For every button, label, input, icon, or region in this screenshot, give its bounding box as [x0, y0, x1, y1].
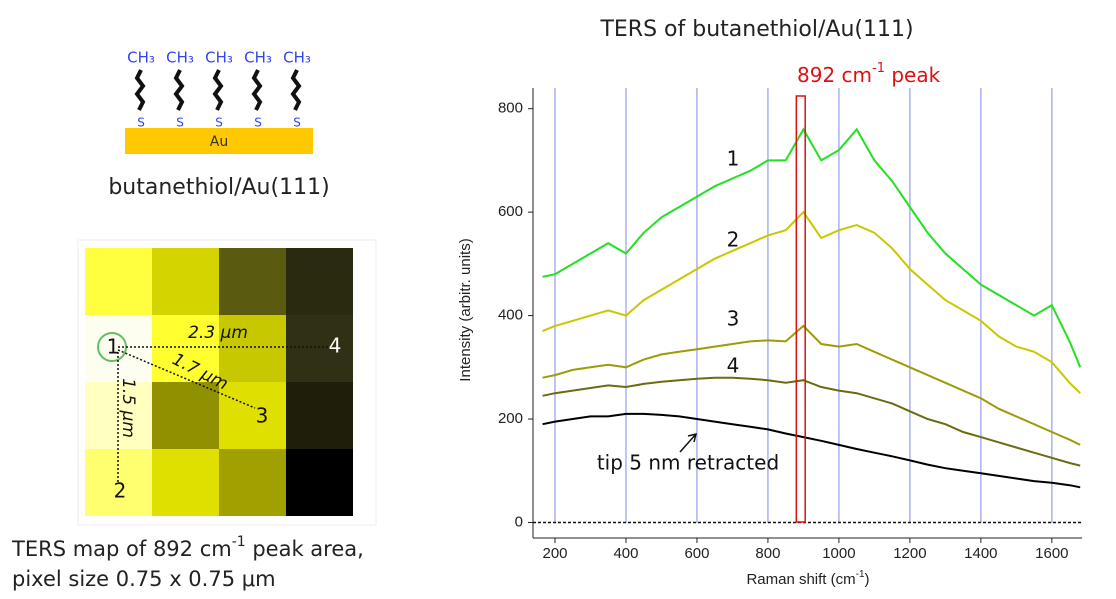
y-tick-label: 800 — [498, 100, 523, 117]
map-cell — [219, 248, 286, 315]
map-cell — [286, 315, 353, 382]
x-tick-label: 1200 — [893, 545, 926, 562]
label-text: ) — [865, 571, 870, 588]
anchor-label: S — [293, 116, 301, 130]
label-text: Raman shift (cm — [746, 571, 855, 588]
chain — [293, 70, 299, 110]
group-label: CH₃ — [283, 49, 311, 67]
group-label: CH₃ — [244, 49, 272, 67]
point-label: 4 — [329, 334, 342, 358]
highlight-label: 892 cm-1 peak — [797, 61, 941, 87]
anchor-label: S — [254, 116, 262, 130]
highlight-label-part: -1 — [872, 61, 885, 76]
x-tick-label: 1600 — [1035, 545, 1068, 562]
x-tick-label: 400 — [613, 545, 638, 562]
series-label: 3 — [727, 307, 740, 331]
caption-sup: -1 — [232, 534, 246, 550]
molecule-caption: butanethiol/Au(111) — [108, 175, 329, 200]
x-tick-label: 1400 — [964, 545, 997, 562]
point-label: 2 — [114, 479, 127, 503]
y-tick-label: 200 — [498, 410, 523, 427]
series-label: 1 — [727, 147, 740, 171]
map-caption: TERS map of 892 cm-1 peak area, — [11, 534, 364, 561]
map-cell — [286, 248, 353, 315]
chain — [137, 70, 143, 110]
map: 12342.3 μm1.7 μm1.5 μm — [85, 248, 353, 516]
map-cell — [219, 449, 286, 516]
distance-label: 1.5 μm — [118, 378, 138, 438]
map-cell — [152, 449, 219, 516]
anchor-label: S — [137, 116, 145, 130]
series-line — [543, 326, 1081, 445]
map-cell — [286, 449, 353, 516]
arrow — [680, 434, 696, 452]
plot: 200 400 600 800 1000 1200 1400 1600 0 200 400 600 80… — [498, 61, 1082, 562]
anchor-label: S — [215, 116, 223, 130]
chain — [254, 70, 260, 110]
highlight-box — [796, 96, 805, 522]
map-caption: pixel size 0.75 x 0.75 μm — [12, 567, 276, 591]
series-label: 2 — [727, 228, 740, 252]
map-cell — [85, 248, 152, 315]
caption-text: TERS map of 892 cm — [11, 537, 232, 561]
point-label: 3 — [256, 404, 269, 428]
series-label: tip 5 nm retracted — [597, 451, 779, 475]
map-cell — [152, 382, 219, 449]
map-cell — [286, 382, 353, 449]
y-tick-label: 600 — [498, 203, 523, 220]
series-label: 4 — [727, 354, 740, 378]
x-tick-label: 800 — [755, 545, 780, 562]
y-axis-label: Intensity (arbitr. units) — [457, 238, 474, 381]
x-axis-label: Raman shift (cm-1) — [746, 569, 869, 588]
group-label: CH₃ — [166, 49, 194, 67]
highlight-label-part: peak — [885, 63, 941, 87]
caption-text: peak area, — [246, 537, 364, 561]
substrate-label: Au — [210, 134, 228, 150]
point-label: 1 — [107, 335, 120, 359]
map-cell — [152, 248, 219, 315]
chain — [176, 70, 182, 110]
group-label: CH₃ — [205, 49, 233, 67]
highlight-label-part: 892 cm — [797, 63, 872, 87]
chain — [215, 70, 221, 110]
y-tick-label: 0 — [515, 513, 523, 530]
anchor-label: S — [176, 116, 184, 130]
x-tick-label: 200 — [542, 545, 567, 562]
distance-label: 2.3 μm — [188, 323, 248, 343]
map-cell — [219, 382, 286, 449]
x-tick-label: 1000 — [822, 545, 855, 562]
group-label: CH₃ — [127, 49, 155, 67]
y-tick-label: 400 — [498, 307, 523, 324]
molecule: Au CH₃ S CH₃ S CH₃ S CH₃ S CH₃ S — [125, 49, 313, 155]
chart-title: TERS of butanethiol/Au(111) — [599, 17, 913, 42]
series-line — [543, 129, 1081, 367]
x-tick-label: 600 — [684, 545, 709, 562]
